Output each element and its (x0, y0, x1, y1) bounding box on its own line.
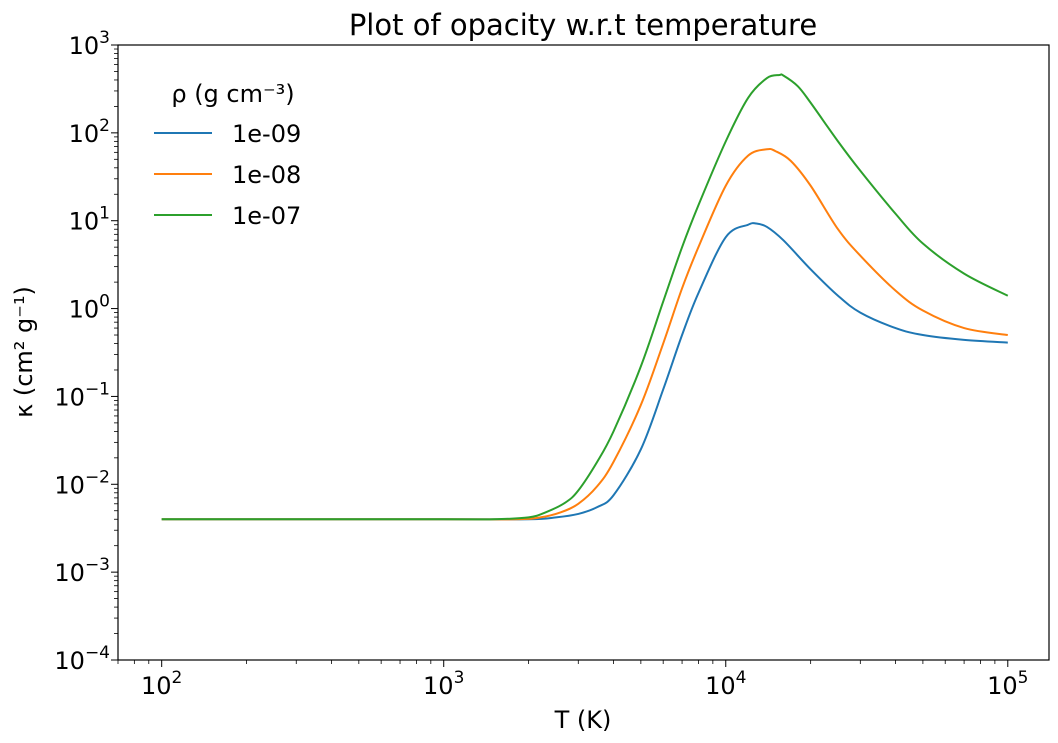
x-tick-exponent: 3 (454, 668, 465, 688)
series-line-1e-09 (161, 222, 1008, 521)
y-tick-base: 10 (69, 296, 100, 324)
y-tick-label: 10−1 (54, 379, 110, 411)
y-tick-exponent: −1 (85, 379, 110, 399)
y-tick-label: 10−2 (54, 467, 110, 499)
y-tick-base: 10 (69, 208, 100, 236)
minor-ticks (114, 48, 996, 664)
y-tick-exponent: 1 (99, 204, 110, 224)
series-line-1e-07 (161, 73, 1009, 521)
plot-frame (117, 44, 1050, 661)
x-tick-label: 105 (987, 668, 1028, 700)
y-tick-label: 10−3 (54, 555, 110, 587)
y-tick-exponent: 2 (99, 116, 110, 136)
x-tick-base: 10 (705, 672, 736, 700)
y-tick-base: 10 (69, 32, 100, 60)
x-tick-base: 10 (141, 672, 172, 700)
x-tick-exponent: 5 (1018, 668, 1029, 688)
major-ticks (111, 44, 1009, 667)
y-tick-label: 10−4 (54, 643, 110, 675)
series-lines (161, 73, 1009, 521)
y-tick-exponent: −3 (85, 555, 110, 575)
legend-label: 1e-09 (232, 120, 301, 148)
x-tick-labels: 102 103 104 105 (141, 668, 1028, 700)
y-tick-base: 10 (54, 559, 85, 587)
legend: ρ (g cm⁻³) 1e-09 1e-08 1e-07 (154, 80, 301, 230)
plot-area (118, 45, 1049, 660)
y-tick-base: 10 (54, 471, 85, 499)
series-line-1e-08 (161, 147, 1008, 521)
legend-title: ρ (g cm⁻³) (171, 80, 294, 108)
y-axis-label: κ (cm² g⁻¹) (10, 286, 38, 418)
x-tick-exponent: 2 (172, 668, 183, 688)
legend-label: 1e-07 (232, 202, 301, 230)
x-tick-label: 102 (141, 668, 182, 700)
x-axis-label: T (K) (554, 706, 612, 734)
x-tick-base: 10 (423, 672, 454, 700)
y-tick-exponent: 3 (99, 28, 110, 48)
y-tick-label: 101 (69, 204, 110, 236)
x-tick-exponent: 4 (736, 668, 747, 688)
x-tick-label: 103 (423, 668, 464, 700)
x-tick-label: 104 (705, 668, 746, 700)
y-tick-exponent: −4 (85, 643, 110, 663)
y-tick-label: 102 (69, 116, 110, 148)
y-tick-base: 10 (54, 647, 85, 675)
y-tick-exponent: −2 (85, 467, 110, 487)
y-tick-base: 10 (69, 120, 100, 148)
y-tick-base: 10 (54, 383, 85, 411)
x-tick-base: 10 (987, 672, 1018, 700)
y-tick-exponent: 0 (99, 292, 110, 312)
legend-label: 1e-08 (232, 161, 301, 189)
y-tick-label: 100 (69, 292, 110, 324)
y-tick-label: 103 (69, 28, 110, 60)
legend-entries: 1e-09 1e-08 1e-07 (154, 120, 301, 230)
chart-title: Plot of opacity w.r.t temperature (349, 8, 817, 42)
